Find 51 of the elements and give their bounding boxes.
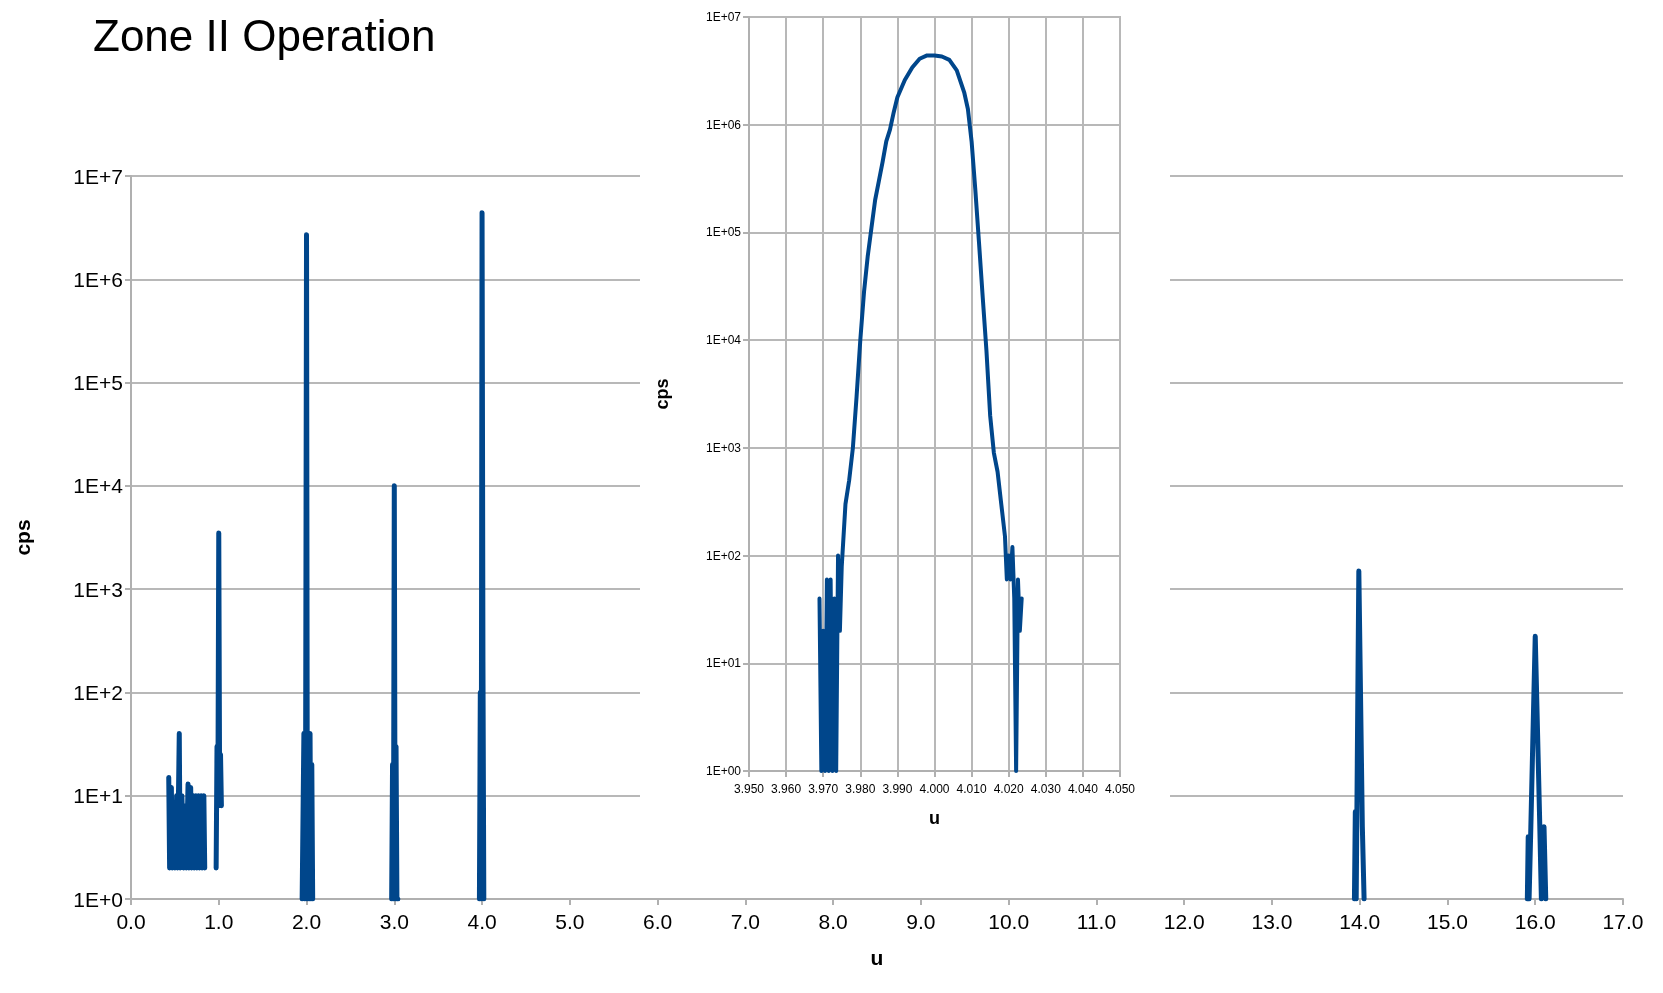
y-tick-label: 1E+00 <box>705 764 742 778</box>
x-axis-title: u <box>929 808 940 828</box>
y-tick-label: 1E+02 <box>705 548 742 563</box>
y-axis-title: cps <box>652 378 672 410</box>
y-tick-label: 1E+07 <box>705 10 742 24</box>
y-tick-label: 1E+4 <box>73 474 124 498</box>
x-tick-label: 15.0 <box>1427 910 1468 933</box>
y-tick-label: 1E+1 <box>73 784 123 808</box>
x-tick-label: 8.0 <box>818 910 848 933</box>
x-tick-label: 6.0 <box>642 910 673 933</box>
y-tick-label: 1E+3 <box>73 577 123 601</box>
y-tick-label: 1E+0 <box>73 887 123 911</box>
x-tick-label: 3.960 <box>771 782 802 796</box>
x-tick-label: 2.0 <box>291 910 322 933</box>
x-tick-label: 3.0 <box>379 910 409 933</box>
x-tick-label: 4.000 <box>919 782 950 796</box>
x-tick-label: 3.990 <box>882 782 913 796</box>
x-tick-label: 1.0 <box>204 910 234 933</box>
y-tick-label: 1E+6 <box>73 267 123 291</box>
y-tick-label: 1E+2 <box>73 680 123 704</box>
y-tick-label: 1E+7 <box>73 164 123 188</box>
x-tick-label: 14.0 <box>1339 910 1381 933</box>
x-tick-label: 7.0 <box>730 910 760 933</box>
x-tick-label: 4.010 <box>956 782 987 796</box>
x-tick-label: 17.0 <box>1602 910 1644 933</box>
x-tick-label: 13.0 <box>1251 910 1293 933</box>
x-tick-label: 11.0 <box>1076 910 1117 933</box>
x-tick-label: 5.0 <box>555 910 585 933</box>
x-tick-label: 4.0 <box>467 910 497 933</box>
x-tick-label: 4.020 <box>993 782 1025 796</box>
y-tick-label: 1E+04 <box>705 333 742 348</box>
x-tick-label: 4.030 <box>1030 782 1062 796</box>
y-tick-label: 1E+06 <box>705 117 742 132</box>
x-tick-label: 9.0 <box>906 910 936 933</box>
x-tick-label: 16.0 <box>1514 910 1556 933</box>
y-tick-label: 1E+03 <box>705 440 742 455</box>
x-tick-label: 10.0 <box>988 910 1030 933</box>
y-tick-label: 1E+01 <box>705 656 742 671</box>
x-axis-title: u <box>870 946 884 969</box>
y-tick-label: 1E+05 <box>705 225 742 240</box>
x-tick-label: 0.0 <box>116 910 146 933</box>
x-tick-label: 12.0 <box>1163 910 1205 933</box>
y-tick-label: 1E+5 <box>73 371 123 395</box>
x-tick-label: 4.050 <box>1104 782 1136 796</box>
x-tick-label: 3.970 <box>808 782 839 796</box>
chart-title: Zone II Operation <box>93 10 436 60</box>
y-axis-title: cps <box>11 519 34 556</box>
x-tick-label: 3.950 <box>733 782 765 796</box>
x-tick-label: 3.980 <box>845 782 876 796</box>
line-series <box>817 53 1024 773</box>
x-tick-label: 4.040 <box>1067 782 1099 796</box>
